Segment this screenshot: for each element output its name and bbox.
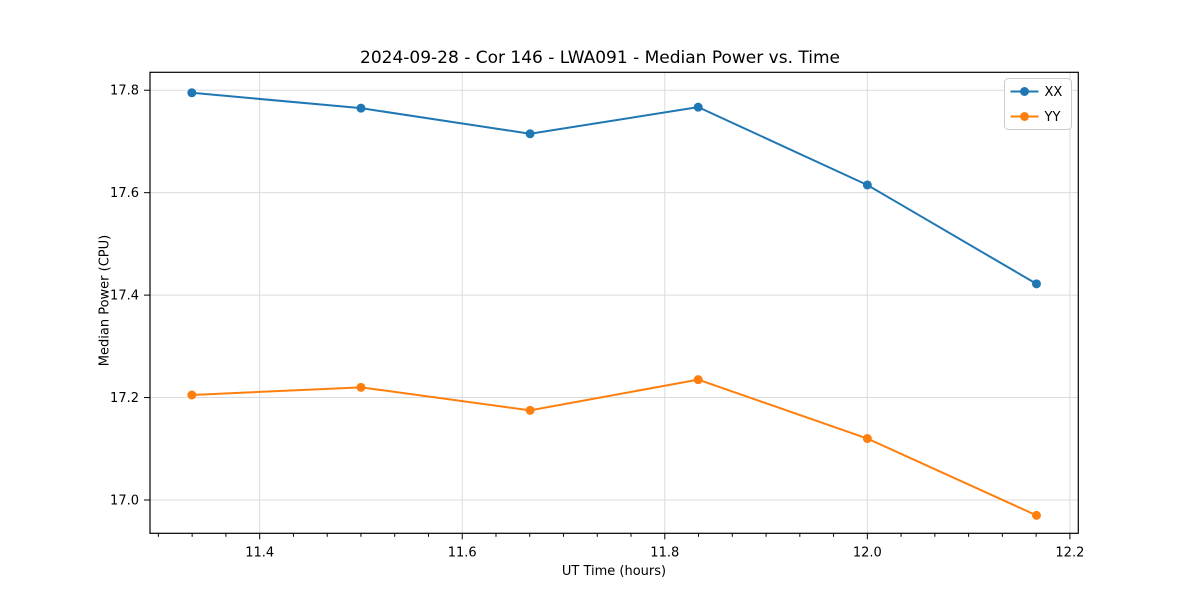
legend-label-xx: XX bbox=[1045, 85, 1063, 100]
series-yy-marker bbox=[862, 434, 872, 444]
y-tick-label: 17.2 bbox=[110, 391, 139, 406]
series-xx-marker bbox=[862, 180, 872, 190]
y-tick-label: 17.0 bbox=[110, 494, 139, 509]
x-tick-label: 12.2 bbox=[1055, 545, 1084, 560]
series-xx-marker bbox=[693, 102, 703, 112]
legend-label-yy: YY bbox=[1044, 110, 1061, 125]
x-tick-label: 11.6 bbox=[448, 545, 477, 560]
y-tick-label: 17.4 bbox=[110, 289, 139, 304]
series-xx-marker bbox=[187, 88, 197, 98]
series-yy-line bbox=[191, 378, 1037, 517]
legend-marker-xx bbox=[1020, 87, 1029, 96]
legend-marker-yy bbox=[1020, 112, 1029, 121]
series-yy-marker bbox=[356, 382, 366, 392]
series-xx-marker bbox=[1031, 279, 1041, 289]
plot-border bbox=[149, 71, 1079, 534]
x-tick-label: 11.8 bbox=[650, 545, 679, 560]
y-tick-label: 17.8 bbox=[110, 84, 139, 99]
series-xx-line bbox=[191, 91, 1037, 285]
series-yy-marker bbox=[525, 405, 535, 415]
x-tick-label: 11.4 bbox=[245, 545, 274, 560]
x-axis-label: UT Time (hours) bbox=[561, 564, 667, 579]
chart-title: 2024-09-28 - Cor 146 - LWA091 - Median P… bbox=[360, 48, 840, 68]
series-xx-marker bbox=[356, 103, 366, 113]
y-tick-label: 17.6 bbox=[110, 186, 139, 201]
series-xx-marker bbox=[525, 129, 535, 139]
series-yy-marker bbox=[693, 375, 703, 385]
series-yy-marker bbox=[1031, 510, 1041, 520]
series-yy-marker bbox=[187, 390, 197, 400]
x-tick-label: 12.0 bbox=[853, 545, 882, 560]
